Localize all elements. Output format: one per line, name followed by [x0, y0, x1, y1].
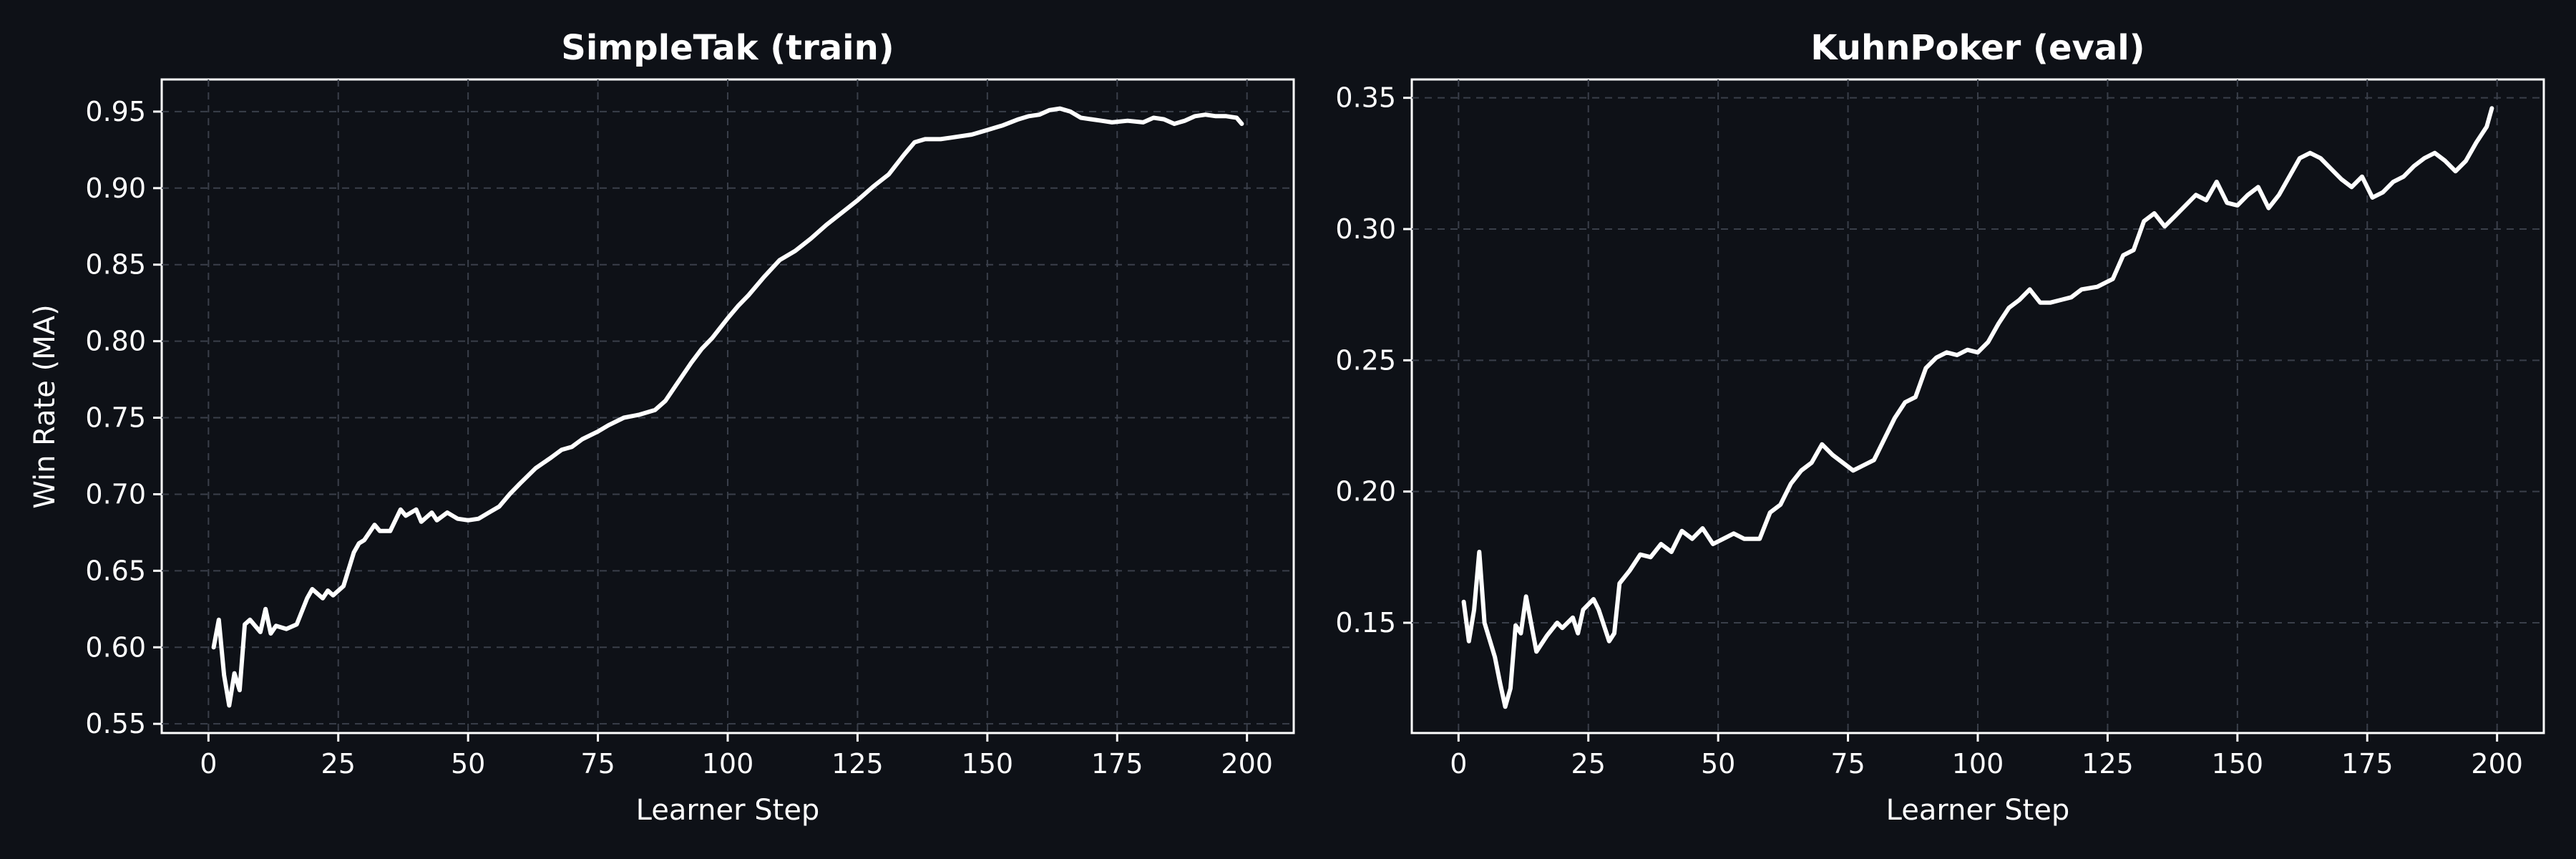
x-tick-label: 75	[1830, 748, 1865, 780]
x-tick-label: 0	[1450, 748, 1467, 780]
x-tick-label: 25	[1571, 748, 1606, 780]
chart-kuhnpoker: 0 25 50 75 100 125 150 175 200 0.15 0.20 0.25 0.30 0.…	[1335, 28, 2545, 827]
x-tick-label: 150	[2212, 748, 2264, 780]
x-tick-label: 0	[200, 748, 217, 780]
x-tick-label: 75	[580, 748, 615, 780]
axis-ticks: 0 25 50 75 100 125 150 175 200 0.15 0.20 0.25 0.30 0.…	[1335, 82, 2523, 780]
x-axis-label: Learner Step	[1886, 794, 2070, 827]
x-axis-label: Learner Step	[636, 794, 820, 827]
y-tick-label: 0.20	[1335, 476, 1396, 508]
x-tick-label: 100	[702, 748, 754, 780]
y-tick-label: 0.60	[85, 631, 146, 663]
axis-ticks: 0 25 50 75 100 125 150 175 200 0.55 0.60 0.65 0.70 0.…	[85, 96, 1273, 780]
x-tick-label: 125	[2082, 748, 2134, 780]
y-tick-label: 0.95	[85, 96, 146, 127]
y-tick-label: 0.70	[85, 478, 146, 510]
y-tick-label: 0.80	[85, 326, 146, 357]
y-tick-label: 0.65	[85, 555, 146, 586]
x-tick-label: 200	[1221, 748, 1273, 780]
gridlines	[1412, 79, 2544, 733]
y-tick-label: 0.55	[85, 708, 146, 739]
y-tick-label: 0.75	[85, 402, 146, 434]
x-tick-label: 150	[962, 748, 1014, 780]
gridlines	[162, 79, 1294, 733]
x-tick-label: 200	[2471, 748, 2523, 780]
y-tick-label: 0.15	[1335, 607, 1396, 639]
x-tick-label: 175	[1091, 748, 1143, 780]
y-tick-label: 0.90	[85, 173, 146, 204]
y-tick-label: 0.25	[1335, 344, 1396, 376]
x-tick-label: 50	[1701, 748, 1735, 780]
x-tick-label: 25	[321, 748, 356, 780]
win-rate-line	[211, 106, 1244, 708]
x-tick-label: 175	[2341, 748, 2394, 780]
chart-title: KuhnPoker (eval)	[1810, 28, 2145, 68]
win-rate-line	[1461, 106, 2494, 709]
y-tick-label: 0.85	[85, 249, 146, 281]
chart-simpletak: 0 25 50 75 100 125 150 175 200 0.55 0.60 0.65 0.70 0.…	[29, 28, 1295, 827]
chart-title: SimpleTak (train)	[561, 28, 894, 68]
y-tick-label: 0.35	[1335, 82, 1396, 114]
x-tick-label: 100	[1952, 748, 2004, 780]
x-tick-label: 50	[451, 748, 485, 780]
y-axis-label: Win Rate (MA)	[29, 304, 62, 508]
y-tick-label: 0.30	[1335, 213, 1396, 245]
x-tick-label: 125	[831, 748, 884, 780]
